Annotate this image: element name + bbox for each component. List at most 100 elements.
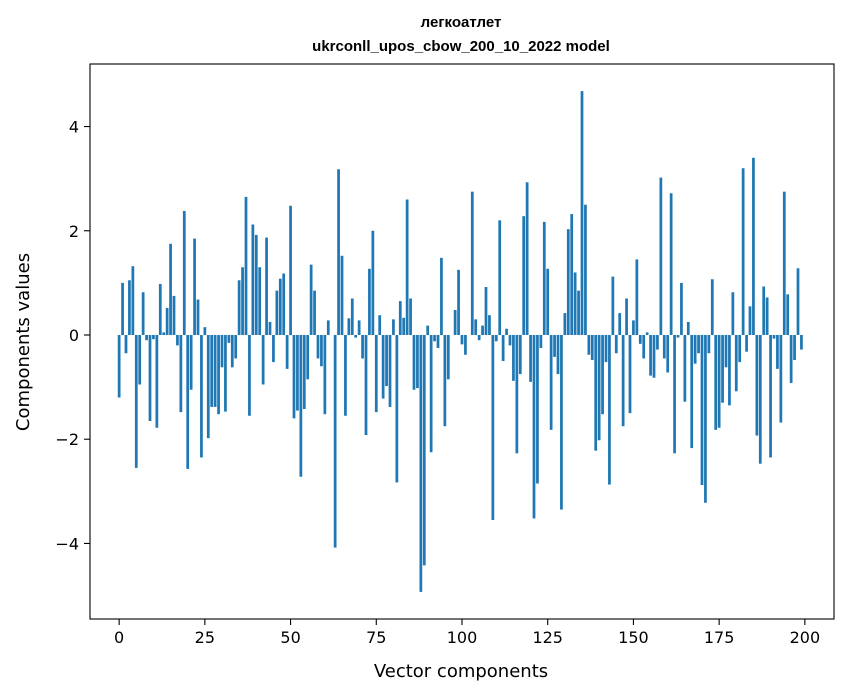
bar-182 <box>741 168 745 335</box>
bar-41 <box>258 267 262 335</box>
bar-82 <box>398 301 402 335</box>
bar-116 <box>515 334 519 454</box>
bar-70 <box>357 320 361 335</box>
bar-30 <box>220 334 224 368</box>
bar-76 <box>378 315 382 335</box>
bar-197 <box>793 334 796 360</box>
bar-75 <box>374 334 378 413</box>
bar-37 <box>244 196 248 335</box>
bar-25 <box>203 327 207 335</box>
bar-61 <box>326 320 330 335</box>
bar-180 <box>734 334 738 392</box>
bar-53 <box>299 334 303 477</box>
bar-49 <box>285 334 289 369</box>
bar-139 <box>594 334 598 451</box>
bar-137 <box>587 334 591 355</box>
bar-199 <box>800 334 803 350</box>
bar-16 <box>172 295 176 335</box>
bar-165 <box>683 334 687 402</box>
bar-152 <box>638 334 642 344</box>
bar-9 <box>148 334 152 421</box>
bar-145 <box>614 334 618 354</box>
bar-59 <box>320 334 323 367</box>
bar-94 <box>440 257 443 335</box>
bar-151 <box>635 259 639 335</box>
x-tick-label: 200 <box>790 628 821 647</box>
x-axis-ticks: 0 25 50 75 100 125 150 175 200 <box>114 619 820 647</box>
bar-122 <box>536 334 539 484</box>
bar-136 <box>584 204 587 335</box>
bar-149 <box>628 334 632 414</box>
bar-11 <box>155 334 159 428</box>
bar-0 <box>117 334 121 398</box>
bar-168 <box>693 334 697 364</box>
bar-110 <box>494 334 498 342</box>
bar-115 <box>512 334 515 381</box>
bar-105 <box>477 334 481 341</box>
bar-95 <box>443 334 447 427</box>
bar-129 <box>560 334 563 510</box>
x-axis-label: Vector components <box>374 661 548 682</box>
bar-5 <box>134 334 138 468</box>
chart-title: легкоатлет <box>421 14 502 31</box>
bar-123 <box>539 334 543 349</box>
bar-66 <box>344 334 347 416</box>
bar-22 <box>193 238 196 335</box>
bar-35 <box>237 280 241 335</box>
bar-140 <box>597 334 601 441</box>
bar-74 <box>371 230 375 335</box>
x-tick-label: 150 <box>618 628 649 647</box>
bar-187 <box>758 334 762 464</box>
bar-179 <box>731 292 735 335</box>
bar-132 <box>570 214 574 335</box>
bar-147 <box>621 334 625 427</box>
bar-84 <box>405 199 409 335</box>
bar-144 <box>611 276 615 335</box>
bar-172 <box>707 334 711 354</box>
bar-146 <box>618 313 622 335</box>
bar-7 <box>141 292 145 335</box>
bar-99 <box>457 269 460 335</box>
bar-63 <box>333 334 337 548</box>
bar-188 <box>762 286 766 335</box>
chart-subtitle: ukrconll_upos_cbow_200_10_2022 model <box>312 38 610 55</box>
x-tick-label: 0 <box>114 628 124 647</box>
bar-155 <box>649 334 652 376</box>
x-tick-label: 50 <box>280 628 300 647</box>
bar-36 <box>241 267 244 335</box>
bar-2 <box>124 334 128 354</box>
bar-164 <box>680 282 683 335</box>
bar-130 <box>563 313 567 335</box>
bar-17 <box>176 334 179 346</box>
bar-55 <box>306 334 310 380</box>
x-tick-label: 175 <box>704 628 735 647</box>
bar-167 <box>690 334 694 449</box>
bar-106 <box>481 325 484 335</box>
bar-29 <box>217 334 220 415</box>
bar-174 <box>714 334 718 430</box>
bar-8 <box>145 334 148 341</box>
bar-124 <box>542 221 546 335</box>
bar-96 <box>446 334 450 380</box>
bar-60 <box>323 334 327 415</box>
bar-190 <box>769 334 772 458</box>
x-tick-label: 25 <box>195 628 215 647</box>
bar-32 <box>227 334 231 343</box>
y-axis-label: Components values <box>13 253 34 431</box>
bar-171 <box>704 334 707 503</box>
x-tick-label: 100 <box>447 628 478 647</box>
bar-156 <box>652 334 656 378</box>
bar-114 <box>508 334 512 346</box>
bar-88 <box>419 334 423 592</box>
bar-150 <box>632 320 635 335</box>
bar-64 <box>337 169 340 335</box>
bar-57 <box>313 290 316 335</box>
bar-100 <box>460 334 464 345</box>
bar-24 <box>200 334 203 458</box>
bar-170 <box>700 334 704 486</box>
bar-191 <box>772 334 776 339</box>
bar-141 <box>601 334 604 415</box>
bar-50 <box>289 205 292 335</box>
bar-80 <box>392 319 395 335</box>
bar-72 <box>364 334 368 436</box>
